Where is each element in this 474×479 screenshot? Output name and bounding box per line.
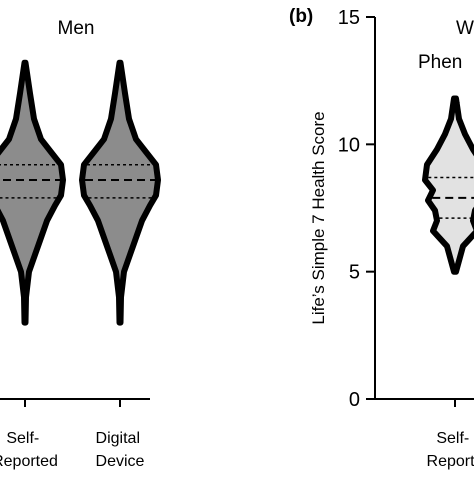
panel-men-title: Men <box>58 18 95 39</box>
y-tick-label-0: 0 <box>349 389 360 411</box>
x-tick-label-self-reported-b: Self- Reporte <box>427 430 474 470</box>
y-tick-label-10: 10 <box>338 134 360 156</box>
quartile-lines-b-self-reported <box>428 176 474 219</box>
panel-b-title: W <box>456 18 474 39</box>
violin-men-digital-device <box>79 59 161 326</box>
quartile-lines-men-digital-device <box>85 163 155 199</box>
panel-b: (b) W Phen Life’s Simple 7 Health Score … <box>289 6 474 470</box>
violin-men-self-reported <box>0 59 66 326</box>
panel-b-label: (b) <box>289 6 313 27</box>
x-tick-label-digital-device: Digital Device <box>96 430 145 470</box>
panel-men: Men * * Self- Reported Digital Device <box>0 18 161 470</box>
quartile-lines-men-self-reported <box>0 163 60 199</box>
x-tick-label-self-reported: Self- Reported <box>0 430 58 470</box>
violin-b-self-reported <box>422 95 474 275</box>
panel-b-subtitle: Phen <box>418 52 462 73</box>
y-axis-label: Life’s Simple 7 Health Score <box>309 111 328 324</box>
y-axis-ticks: 0 5 10 15 <box>338 7 375 411</box>
y-tick-label-15: 15 <box>338 7 360 29</box>
y-tick-label-5: 5 <box>349 262 360 284</box>
